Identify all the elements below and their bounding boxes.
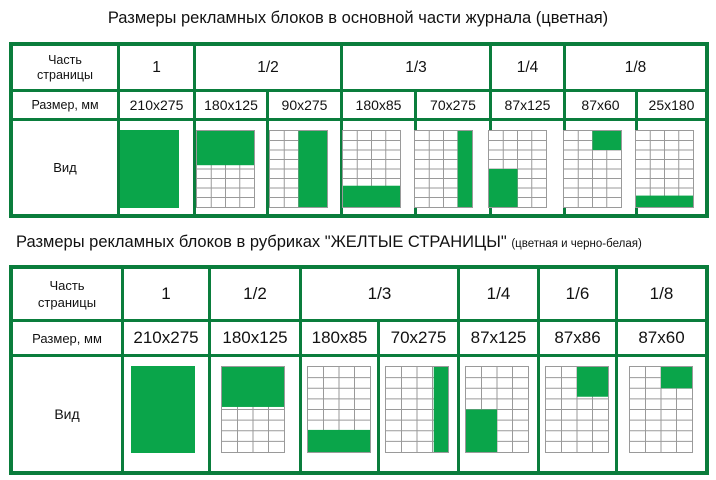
table1-size: 180x85 [343, 92, 414, 118]
ad-block-fill [457, 131, 472, 207]
table2-view-label: Вид [13, 357, 121, 471]
table1-view-label: Вид [13, 121, 117, 214]
table1-part-1-3: 1/3 [343, 46, 489, 89]
table2-part-1-3: 1/3 [302, 269, 457, 319]
table1-part-label: Часть страницы [13, 46, 117, 89]
ad-block-fill [661, 367, 692, 389]
layout-sixth-diagram [545, 366, 609, 453]
table2-part-1-2: 1/2 [211, 269, 299, 319]
layout-full-page-diagram [131, 366, 195, 453]
ad-block-fill [131, 366, 195, 453]
table2-size: 210x275 [124, 322, 208, 354]
layout-third-horizontal-diagram [307, 366, 371, 453]
ad-block-fill [197, 131, 254, 166]
ad-block-fill [489, 169, 518, 207]
table2-part-1-6: 1/6 [540, 269, 615, 319]
table2-size: 87x60 [618, 322, 705, 354]
table1-size: 87x60 [566, 92, 635, 118]
ad-block-fill [298, 131, 327, 207]
ad-block-fill [577, 367, 608, 397]
table2-part-1: 1 [124, 269, 208, 319]
table2-size: 87x125 [460, 322, 537, 354]
table1-size-label: Размер, мм [13, 92, 117, 118]
table1-size: 70x275 [417, 92, 489, 118]
table2-part-label: Часть страницы [13, 269, 121, 319]
table2-size: 180x125 [211, 322, 299, 354]
table2-title: Размеры рекламных блоков в рубриках "ЖЕЛ… [16, 233, 642, 251]
table1-part-1-8: 1/8 [566, 46, 705, 89]
table2-part-1-4: 1/4 [460, 269, 537, 319]
layout-third-vertical-diagram [414, 130, 473, 208]
table1-part-1-2: 1/2 [196, 46, 340, 89]
layout-eighth-diagram [563, 130, 622, 208]
table1-title: Размеры рекламных блоков в основной част… [107, 9, 609, 27]
table1-size: 210x275 [120, 92, 193, 118]
table2-size: 180x85 [302, 322, 377, 354]
ad-block-fill [120, 130, 179, 208]
layout-quarter-diagram [488, 130, 547, 208]
table1-size: 180x125 [196, 92, 266, 118]
layout-quarter-diagram [465, 366, 529, 453]
layout-eighth-strip-diagram [635, 130, 694, 208]
layout-full-page-diagram [120, 130, 179, 208]
ad-block-fill [592, 131, 621, 150]
table1-part-1-4: 1/4 [492, 46, 563, 89]
table2-part-1-8: 1/8 [618, 269, 705, 319]
table1-size: 25x180 [638, 92, 705, 118]
table1-size: 87x125 [492, 92, 563, 118]
layout-half-horizontal-diagram [196, 130, 255, 208]
layout-half-horizontal-diagram [221, 366, 285, 453]
table1-size: 90x275 [269, 92, 340, 118]
layout-half-vertical-diagram [269, 130, 328, 208]
layout-eighth-diagram [629, 366, 693, 453]
table2-size: 87x86 [540, 322, 615, 354]
ad-block-fill [222, 367, 284, 407]
table1-part-1: 1 [120, 46, 193, 89]
layout-third-horizontal-diagram [342, 130, 401, 208]
table2-title-note: (цветная и черно-белая) [511, 238, 642, 250]
ad-block-fill [636, 195, 693, 207]
ad-block-fill [466, 409, 497, 452]
table2-size-label: Размер, мм [13, 322, 121, 354]
table2-size: 70x275 [380, 322, 457, 354]
ad-block-fill [433, 367, 448, 452]
ad-block-fill [308, 429, 370, 452]
layout-third-vertical-diagram [385, 366, 449, 453]
ad-block-fill [343, 185, 400, 207]
